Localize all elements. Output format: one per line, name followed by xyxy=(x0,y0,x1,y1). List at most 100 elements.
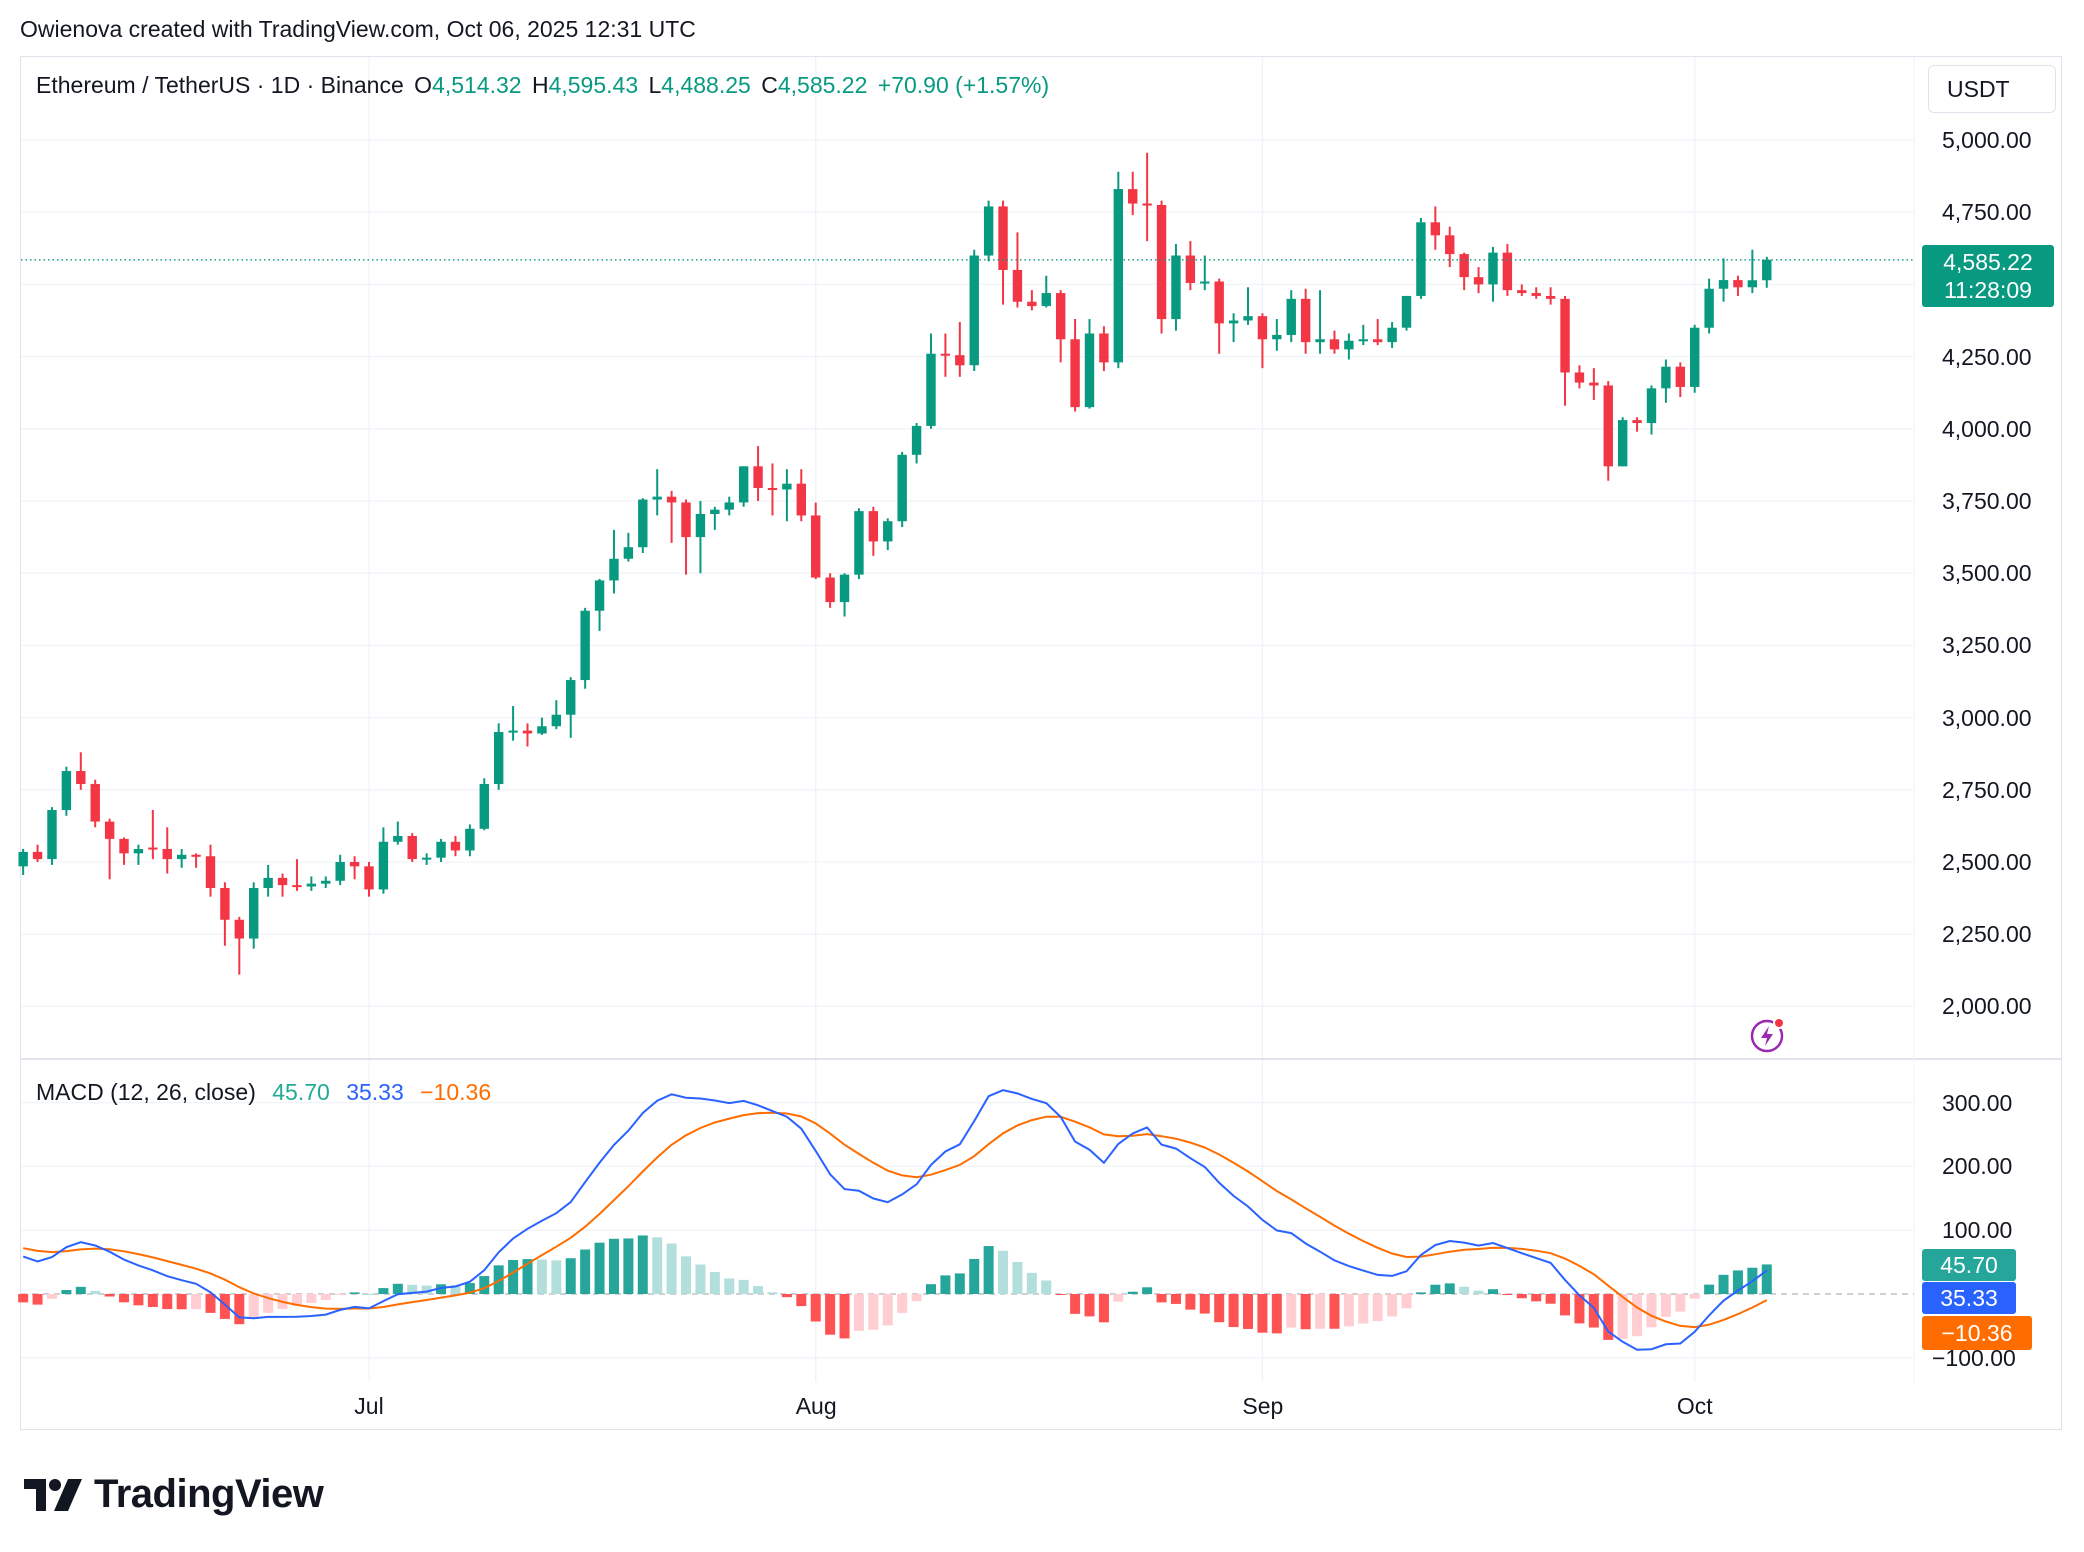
candle-body xyxy=(1084,333,1095,408)
macd-line-label: 35.33 xyxy=(1922,1282,2016,1314)
candle-body xyxy=(220,887,230,920)
macd-histogram-bar xyxy=(623,1238,634,1294)
candle-body xyxy=(1632,420,1642,424)
candle xyxy=(1142,152,1152,242)
candle xyxy=(1502,243,1513,296)
candle-body xyxy=(767,488,778,491)
macd-histogram-bar xyxy=(1761,1264,1772,1294)
macd-histogram-bar xyxy=(176,1294,187,1310)
candle-body xyxy=(969,255,979,366)
candle xyxy=(796,469,806,522)
candle xyxy=(1603,381,1613,481)
macd-histogram-bar xyxy=(1560,1294,1571,1316)
macd-histogram-bar xyxy=(652,1237,663,1294)
macd-histogram-bar xyxy=(133,1294,144,1306)
candle xyxy=(1257,313,1268,369)
macd-histogram-bar xyxy=(1603,1294,1614,1340)
currency-button[interactable]: USDT xyxy=(1928,65,2056,113)
candle-body xyxy=(1661,366,1671,389)
candle-body xyxy=(191,854,201,857)
macd-histogram-bar xyxy=(90,1290,101,1294)
candle xyxy=(349,856,360,880)
candle-body xyxy=(1373,339,1383,343)
macd-histogram-bar xyxy=(1243,1294,1254,1329)
candle-body xyxy=(1070,339,1080,408)
macd-histogram-bar xyxy=(18,1294,29,1303)
candle xyxy=(119,837,129,865)
macd-histogram-bar xyxy=(1487,1289,1498,1294)
candle-body xyxy=(1603,385,1613,467)
candle xyxy=(652,469,662,516)
macd-histogram-bar xyxy=(1142,1287,1153,1294)
symbol-title[interactable]: Ethereum / TetherUS · 1D · Binance xyxy=(36,72,404,98)
macd-histogram-bar xyxy=(1214,1294,1225,1323)
candle xyxy=(407,833,417,862)
candle xyxy=(594,578,605,631)
candle xyxy=(1617,417,1628,467)
candle xyxy=(1574,365,1585,389)
candle-body xyxy=(1329,339,1340,350)
candle-body xyxy=(292,885,302,888)
macd-histogram-bar xyxy=(320,1294,331,1300)
macd-histogram-bar xyxy=(1170,1294,1181,1304)
macd-histogram-bar xyxy=(1646,1294,1657,1328)
macd-histogram-bar xyxy=(781,1294,792,1298)
candle xyxy=(1718,258,1729,302)
macd-histogram-bar xyxy=(32,1294,43,1305)
candle xyxy=(551,700,562,730)
candle xyxy=(133,844,144,865)
macd-tick-label: 100.00 xyxy=(1942,1217,2013,1244)
bar-countdown: 11:28:09 xyxy=(1944,277,2032,303)
candle xyxy=(292,859,302,891)
candle-body xyxy=(450,841,461,851)
candle xyxy=(104,818,115,880)
lightning-icon[interactable] xyxy=(1748,1015,1788,1055)
candle xyxy=(1171,243,1181,331)
candle-body xyxy=(940,353,951,356)
candle xyxy=(1704,278,1714,334)
candle-body xyxy=(1488,252,1498,285)
candle-body xyxy=(1646,388,1657,424)
macd-tick-label: 300.00 xyxy=(1942,1089,2013,1116)
candle-body xyxy=(479,784,489,829)
macd-histogram-bar xyxy=(46,1294,57,1299)
candle xyxy=(1358,324,1368,346)
macd-histogram-bar xyxy=(983,1246,994,1294)
price-tick-label: 4,750.00 xyxy=(1942,199,2032,226)
candle xyxy=(1084,319,1095,409)
tradingview-logo[interactable]: TradingView xyxy=(24,1472,324,1517)
candle xyxy=(1488,246,1498,302)
candle xyxy=(1747,249,1758,294)
candle-body xyxy=(1430,222,1441,236)
macd-histogram-bar xyxy=(335,1294,346,1296)
candle-body xyxy=(90,784,100,822)
macd-legend-macd: 35.33 xyxy=(346,1079,404,1105)
candle xyxy=(580,607,590,689)
macd-histogram-bar xyxy=(998,1250,1009,1294)
macd-histogram-bar xyxy=(349,1292,360,1294)
candle-body xyxy=(1502,252,1513,291)
macd-histogram-bar xyxy=(882,1294,893,1326)
candle-body xyxy=(566,680,576,715)
candle xyxy=(220,882,230,946)
macd-histogram-bar xyxy=(119,1294,130,1303)
macd-hist-label: 45.70 xyxy=(1922,1249,2016,1281)
macd-histogram-bar xyxy=(1401,1294,1412,1309)
candle-body xyxy=(47,810,57,860)
candle xyxy=(1430,206,1441,250)
candle-body xyxy=(1445,235,1455,255)
candle-body xyxy=(926,353,936,426)
price-tick-label: 2,000.00 xyxy=(1942,993,2032,1020)
candle-body xyxy=(1012,269,1023,302)
candle-body xyxy=(234,919,245,939)
candle-body xyxy=(133,849,144,854)
candle-body xyxy=(1718,280,1729,289)
open-label: O xyxy=(414,72,433,98)
macd-histogram-bar xyxy=(104,1294,115,1297)
macd-title[interactable]: MACD (12, 26, close) xyxy=(36,1079,256,1105)
candle xyxy=(955,321,965,377)
candle xyxy=(1589,368,1599,400)
macd-histogram-bar xyxy=(724,1278,735,1294)
candle-body xyxy=(1315,339,1325,343)
